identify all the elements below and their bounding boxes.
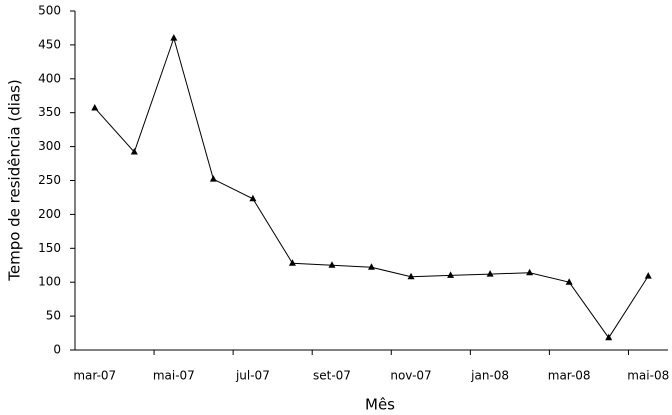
x-tick-label: nov-07 bbox=[390, 369, 431, 383]
marker bbox=[209, 175, 217, 182]
x-tick-label: set-07 bbox=[313, 369, 351, 383]
y-tick-label: 350 bbox=[38, 105, 61, 119]
marker bbox=[170, 34, 178, 41]
y-tick-label: 100 bbox=[38, 275, 61, 289]
y-tick-label: 0 bbox=[53, 343, 61, 357]
marker bbox=[288, 259, 296, 266]
marker bbox=[130, 148, 138, 155]
marker bbox=[486, 270, 494, 277]
marker bbox=[407, 272, 415, 280]
marker bbox=[644, 272, 652, 279]
marker bbox=[328, 261, 336, 268]
x-tick-label: mai-08 bbox=[627, 369, 669, 383]
marker bbox=[447, 271, 455, 278]
marker bbox=[565, 278, 573, 285]
x-tick-label: jul-07 bbox=[235, 369, 270, 383]
y-tick-label: 150 bbox=[38, 241, 61, 255]
y-tick-label: 500 bbox=[38, 4, 61, 18]
marker bbox=[249, 194, 257, 202]
y-tick-label: 300 bbox=[38, 139, 61, 153]
y-tick-label: 50 bbox=[46, 309, 61, 323]
y-tick-label: 400 bbox=[38, 71, 61, 85]
y-axis-label: Tempo de residência (dias) bbox=[6, 79, 24, 282]
x-tick-label: jan-08 bbox=[470, 369, 509, 383]
marker bbox=[368, 263, 375, 270]
y-tick-label: 450 bbox=[38, 37, 61, 51]
x-axis-label: Mês bbox=[365, 396, 395, 414]
y-tick-label: 250 bbox=[38, 173, 61, 187]
x-tick-label: mar-07 bbox=[73, 369, 116, 383]
marker bbox=[526, 268, 534, 276]
x-tick-label: mar-08 bbox=[548, 369, 591, 383]
marker bbox=[605, 333, 613, 341]
x-tick-label: mai-07 bbox=[153, 369, 195, 383]
y-tick-label: 200 bbox=[38, 207, 61, 221]
line bbox=[94, 36, 649, 339]
marker bbox=[91, 103, 99, 111]
